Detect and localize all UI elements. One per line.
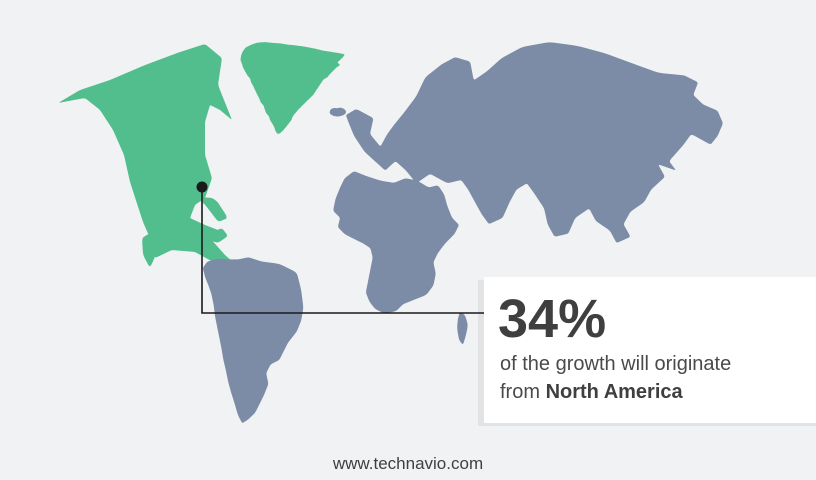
svg-text:34%: 34% — [498, 289, 606, 349]
svg-text:www.technavio.com: www.technavio.com — [332, 454, 483, 473]
svg-text:of the growth will originate: of the growth will originate — [500, 353, 731, 375]
svg-text:from North America: from North America — [500, 381, 684, 403]
